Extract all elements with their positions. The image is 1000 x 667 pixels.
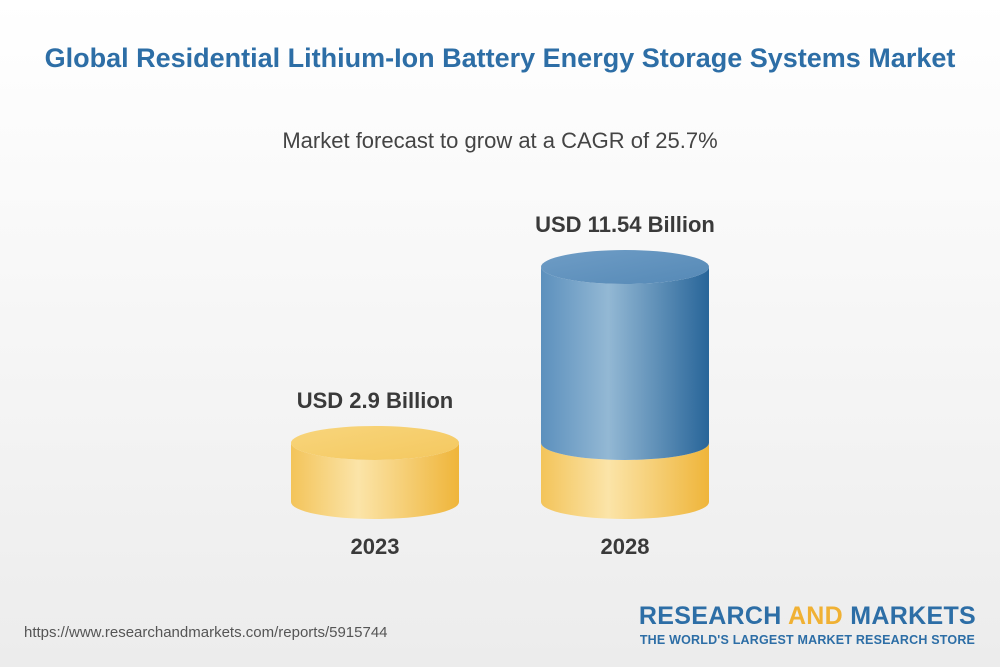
logo-tagline: THE WORLD'S LARGEST MARKET RESEARCH STOR… <box>639 633 976 647</box>
logo-wordmark: RESEARCH AND MARKETS <box>639 602 976 631</box>
chart-title: Global Residential Lithium-Ion Battery E… <box>44 43 956 73</box>
source-url: https://www.researchandmarkets.com/repor… <box>24 624 388 641</box>
research-and-markets-logo: RESEARCH AND MARKETS THE WORLD'S LARGEST… <box>639 602 976 647</box>
category-label-2028: 2028 <box>601 534 650 559</box>
bar-base-segment <box>541 442 709 519</box>
bar-growth-segment <box>541 267 709 460</box>
bar-base-segment <box>291 442 459 519</box>
logo-word-research: RESEARCH <box>638 602 782 630</box>
bar-top-cap <box>291 425 459 460</box>
category-label-2023: 2023 <box>351 534 400 559</box>
logo-word-and: AND <box>787 602 844 630</box>
bar-top-cap <box>541 250 709 284</box>
bar-2028 <box>541 250 709 519</box>
chart-subtitle: Market forecast to grow at a CAGR of 25.… <box>282 128 718 153</box>
data-label-2023: USD 2.9 Billion <box>297 388 453 413</box>
bar-2023 <box>291 425 459 519</box>
data-label-2028: USD 11.54 Billion <box>535 212 715 237</box>
logo-word-markets: MARKETS <box>850 602 976 630</box>
